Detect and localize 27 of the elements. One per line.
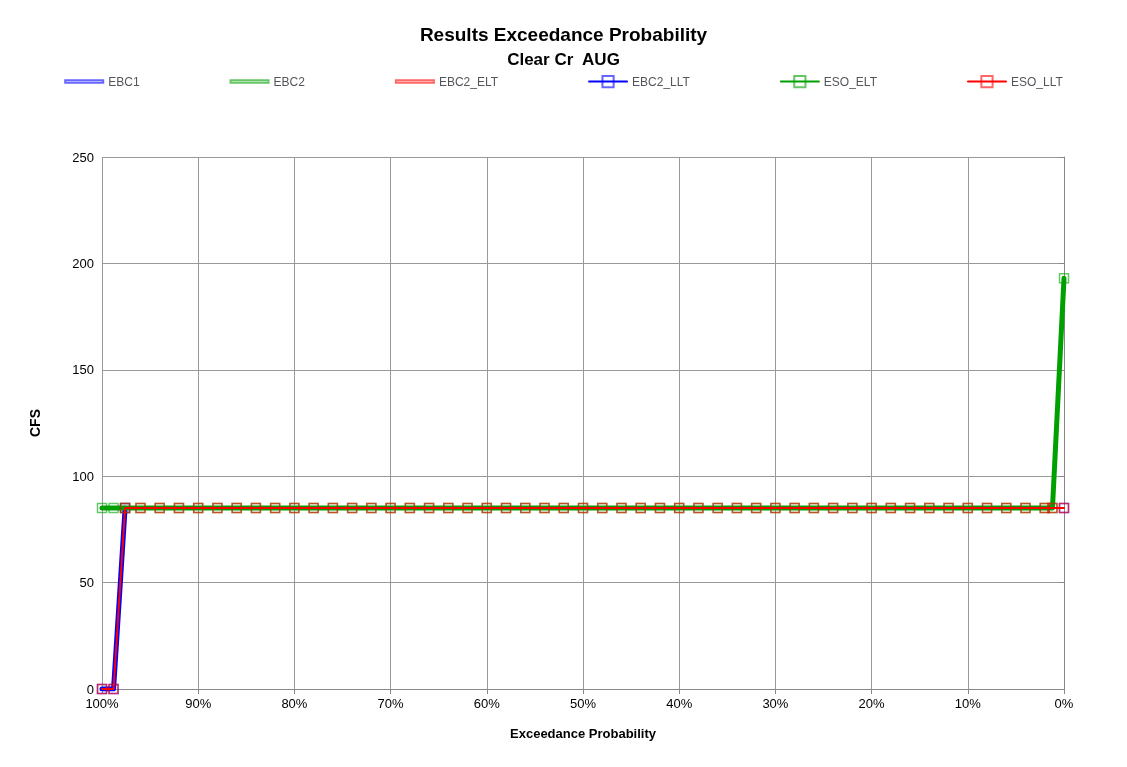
x-tick-label: 10%: [954, 696, 982, 711]
legend-label: ESO_LLT: [1010, 74, 1064, 89]
y-tick-label: 0: [86, 681, 94, 697]
legend-label: EBC2_ELT: [438, 74, 499, 89]
chart-subtitle: Clear Cr AUG: [507, 50, 620, 69]
x-tick-label: 0%: [1054, 696, 1074, 711]
x-tick-label: 80%: [281, 696, 308, 711]
x-tick-label: 60%: [473, 696, 501, 711]
y-tick-label: 250: [72, 149, 94, 165]
chart-title: Results Exceedance Probability: [419, 24, 708, 45]
y-tick-label: 150: [72, 362, 94, 378]
y-tick-label: 100: [72, 468, 94, 484]
y-axis-title: CFS: [27, 409, 43, 437]
x-tick-label: 50%: [569, 696, 597, 711]
legend-label: EBC2: [273, 74, 306, 89]
legend-label: EBC1: [108, 74, 140, 89]
x-tick-label: 70%: [377, 696, 405, 711]
x-tick-label: 100%: [85, 696, 120, 711]
x-tick-label: 40%: [666, 696, 693, 711]
x-axis-title: Exceedance Probability: [510, 726, 657, 741]
legend-label: ESO_ELT: [823, 74, 878, 89]
x-tick-label: 30%: [762, 696, 789, 711]
x-tick-label: 90%: [185, 696, 212, 711]
legend-label: EBC2_LLT: [632, 74, 691, 89]
x-tick-label: 20%: [858, 696, 886, 711]
y-tick-label: 200: [72, 255, 94, 271]
y-tick-label: 50: [79, 575, 94, 591]
